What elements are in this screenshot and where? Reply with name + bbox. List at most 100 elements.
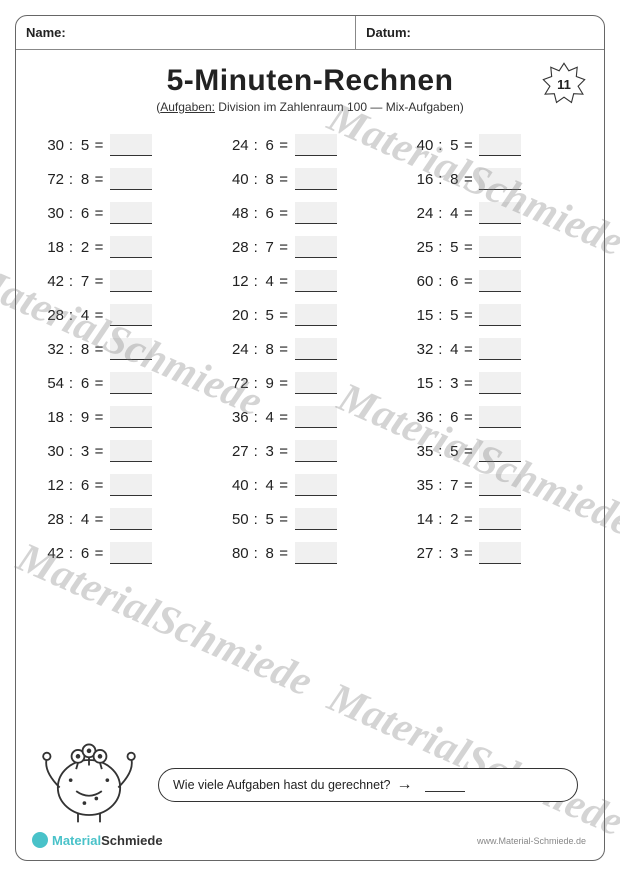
page-number-badge: 11 xyxy=(542,62,586,106)
operand-a: 24 xyxy=(227,137,249,154)
operand-a: 30 xyxy=(42,205,64,222)
brand-dot-icon xyxy=(32,832,48,848)
problem: 28:4= xyxy=(42,508,213,530)
problem: 18:9= xyxy=(42,406,213,428)
footer-question-text: Wie viele Aufgaben hast du gerechnet? xyxy=(173,778,391,792)
operator: : xyxy=(64,341,78,358)
answer-blank[interactable] xyxy=(110,338,152,360)
problem: 42:7= xyxy=(42,270,213,292)
answer-blank[interactable] xyxy=(479,440,521,462)
operand-a: 27 xyxy=(411,545,433,562)
operand-a: 32 xyxy=(42,341,64,358)
problem: 27:3= xyxy=(227,440,398,462)
answer-blank[interactable] xyxy=(295,474,337,496)
answer-blank[interactable] xyxy=(110,440,152,462)
operator: : xyxy=(433,477,447,494)
equals: = xyxy=(92,137,106,154)
equals: = xyxy=(461,137,475,154)
answer-blank[interactable] xyxy=(479,304,521,326)
equals: = xyxy=(461,307,475,324)
equals: = xyxy=(92,205,106,222)
answer-blank[interactable] xyxy=(479,508,521,530)
equals: = xyxy=(461,341,475,358)
problem: 28:7= xyxy=(227,236,398,258)
problem: 12:6= xyxy=(42,474,213,496)
answer-blank[interactable] xyxy=(295,406,337,428)
operand-b: 5 xyxy=(447,307,461,324)
answer-blank[interactable] xyxy=(479,338,521,360)
answer-blank[interactable] xyxy=(110,304,152,326)
operand-b: 5 xyxy=(263,307,277,324)
problem: 16:8= xyxy=(411,168,582,190)
problem: 12:4= xyxy=(227,270,398,292)
answer-blank[interactable] xyxy=(110,508,152,530)
operator: : xyxy=(64,443,78,460)
answer-blank[interactable] xyxy=(479,168,521,190)
answer-blank[interactable] xyxy=(295,270,337,292)
answer-blank[interactable] xyxy=(295,304,337,326)
operand-b: 3 xyxy=(78,443,92,460)
answer-blank[interactable] xyxy=(110,236,152,258)
answer-blank[interactable] xyxy=(479,236,521,258)
answer-blank[interactable] xyxy=(479,270,521,292)
operator: : xyxy=(433,375,447,392)
answer-blank[interactable] xyxy=(295,542,337,564)
operand-b: 9 xyxy=(78,409,92,426)
answer-blank[interactable] xyxy=(479,542,521,564)
problem: 32:4= xyxy=(411,338,582,360)
operand-b: 6 xyxy=(78,477,92,494)
operator: : xyxy=(249,477,263,494)
answer-blank[interactable] xyxy=(295,168,337,190)
operator: : xyxy=(64,205,78,222)
answer-blank[interactable] xyxy=(110,406,152,428)
answer-blank[interactable] xyxy=(479,134,521,156)
answer-blank[interactable] xyxy=(295,202,337,224)
operand-a: 15 xyxy=(411,307,433,324)
operator: : xyxy=(433,137,447,154)
answer-blank[interactable] xyxy=(479,202,521,224)
answer-blank[interactable] xyxy=(110,372,152,394)
answer-blank[interactable] xyxy=(479,406,521,428)
operand-a: 42 xyxy=(42,273,64,290)
brand-part2: Schmiede xyxy=(101,833,162,848)
equals: = xyxy=(92,341,106,358)
operand-a: 35 xyxy=(411,477,433,494)
answer-blank[interactable] xyxy=(479,372,521,394)
answer-blank[interactable] xyxy=(295,372,337,394)
answer-blank[interactable] xyxy=(295,134,337,156)
operand-a: 60 xyxy=(411,273,433,290)
footer-answer-blank[interactable] xyxy=(425,778,465,792)
equals: = xyxy=(461,443,475,460)
answer-blank[interactable] xyxy=(110,134,152,156)
operand-a: 15 xyxy=(411,375,433,392)
answer-blank[interactable] xyxy=(110,168,152,190)
operand-b: 6 xyxy=(78,375,92,392)
subtitle-rest: Division im Zahlenraum 100 — Mix-Aufgabe… xyxy=(215,100,464,114)
operator: : xyxy=(433,205,447,222)
answer-blank[interactable] xyxy=(295,440,337,462)
answer-blank[interactable] xyxy=(295,236,337,258)
answer-blank[interactable] xyxy=(295,338,337,360)
operator: : xyxy=(249,171,263,188)
answer-blank[interactable] xyxy=(110,270,152,292)
equals: = xyxy=(277,273,291,290)
answer-blank[interactable] xyxy=(110,202,152,224)
equals: = xyxy=(277,545,291,562)
equals: = xyxy=(461,375,475,392)
answer-blank[interactable] xyxy=(110,474,152,496)
problem: 40:4= xyxy=(227,474,398,496)
problem: 40:5= xyxy=(411,134,582,156)
operand-a: 35 xyxy=(411,443,433,460)
equals: = xyxy=(92,239,106,256)
operator: : xyxy=(433,341,447,358)
equals: = xyxy=(277,307,291,324)
answer-blank[interactable] xyxy=(110,542,152,564)
operand-b: 7 xyxy=(263,239,277,256)
problem: 72:9= xyxy=(227,372,398,394)
operand-b: 8 xyxy=(78,341,92,358)
operand-b: 5 xyxy=(447,137,461,154)
answer-blank[interactable] xyxy=(295,508,337,530)
operator: : xyxy=(249,511,263,528)
answer-blank[interactable] xyxy=(479,474,521,496)
equals: = xyxy=(277,409,291,426)
